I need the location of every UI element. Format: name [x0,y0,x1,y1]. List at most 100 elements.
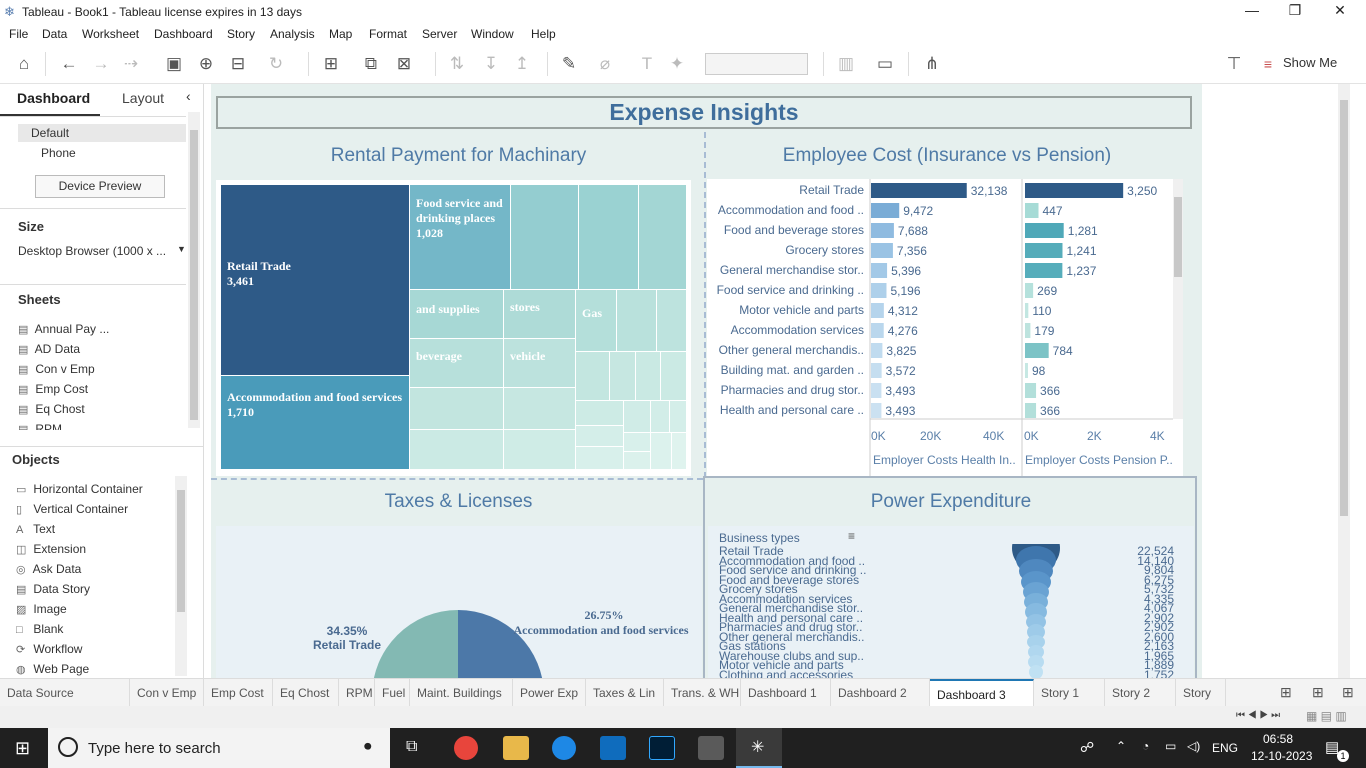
sheet-tab[interactable]: Dashboard 1 [741,679,831,707]
treemap-block[interactable] [409,429,504,470]
treemap-block[interactable]: stores [503,289,576,339]
fit-dropdown[interactable] [705,53,808,75]
sheet-tab[interactable]: Maint. Buildings [410,679,513,707]
new-worksheet-icon[interactable]: ⊞ [323,54,339,73]
sheet-tab[interactable]: Fuel [375,679,410,707]
sheet-tab[interactable]: Trans. & WH [664,679,741,707]
photoshop-icon[interactable] [649,736,675,760]
mail-icon[interactable] [600,736,626,760]
power-row-label[interactable]: Motor vehicle and parts [719,658,844,672]
bar[interactable] [871,223,894,238]
object-item[interactable]: ▨ Image [16,602,67,616]
bar[interactable] [871,363,882,378]
bar[interactable] [871,203,900,218]
clock-date[interactable]: 12-10-2023 [1251,749,1313,763]
language-indicator[interactable]: ENG [1212,741,1239,755]
sheet-tab[interactable]: Dashboard 3 [930,679,1034,707]
treemap-block[interactable] [503,387,576,430]
redo-icon[interactable]: → [92,54,110,73]
object-item[interactable]: ▯ Vertical Container [16,502,129,516]
menu-format[interactable]: Format [369,27,408,41]
presentation-mode-icon[interactable]: ▭ [876,54,894,73]
tab-layout[interactable]: Layout [122,90,165,106]
sheets-scrollbar[interactable] [188,112,200,428]
treemap-block-food-service[interactable]: Food service and drinking places 1,028 [409,184,511,290]
chart-scrollbar[interactable] [1173,179,1183,419]
sheet-tab[interactable]: Taxes & Lin [586,679,664,707]
bar[interactable] [871,343,883,358]
sort-icon[interactable]: ≡ [848,529,856,543]
device-phone[interactable]: Phone [41,146,76,160]
bar[interactable] [1025,243,1063,258]
menu-window[interactable]: Window [471,27,514,41]
bar[interactable] [1025,223,1064,238]
rental-treemap[interactable]: Retail Trade 3,461 Accommodation and food… [216,180,691,476]
replay-icon[interactable]: ⇢ [123,54,139,73]
size-dropdown[interactable]: Desktop Browser (1000 x ... [18,244,167,258]
show-me-button[interactable]: Show Me [1283,55,1338,70]
treemap-block[interactable] [660,351,687,401]
object-item[interactable]: ⟳ Workflow [16,642,83,656]
close-icon[interactable]: ✕ [1334,2,1346,18]
object-item[interactable]: ◫ Extension [16,542,87,556]
object-item[interactable]: ◍ Web Page [16,662,90,676]
sheet-tab[interactable]: Power Exp [513,679,586,707]
notification-icon[interactable]: ▤ [1325,739,1340,756]
new-data-source-icon[interactable]: ⊕ [198,54,214,73]
power-row-label[interactable]: General merchandise stor.. [719,601,864,615]
sheet-tab[interactable]: Eq Chost [273,679,339,707]
microphone-icon[interactable]: ⏺ [364,738,372,755]
treemap-block-accommodation[interactable]: Accommodation and food services 1,710 [220,375,410,470]
treemap-block-retail-trade[interactable]: Retail Trade 3,461 [220,184,410,376]
save-icon[interactable]: ▣ [165,54,183,73]
bar[interactable] [1025,363,1028,378]
bar[interactable] [871,323,884,338]
bar[interactable] [871,243,893,258]
device-default[interactable]: Default [31,126,70,140]
new-worksheet-tab-icon[interactable]: ⊞ [1280,684,1292,700]
treemap-block[interactable]: beverage [409,338,504,388]
power-row-label[interactable]: Accommodation services [719,591,853,606]
new-story-tab-icon[interactable]: ⊞ [1342,684,1354,700]
power-row-label[interactable]: Accommodation and food .. [719,553,866,568]
chevron-down-icon[interactable]: ▼ [177,244,186,254]
sheet-item[interactable]: ▤ Eq Chost [18,402,85,416]
home-icon[interactable]: ⌂ [18,54,30,73]
sheet-tab[interactable]: Emp Cost [204,679,273,707]
treemap-block[interactable] [609,351,636,401]
format-painter-icon[interactable]: ⊤ [1226,54,1242,73]
sort-descending-icon[interactable]: ↥ [514,54,530,73]
device-preview-button[interactable]: Device Preview [35,175,165,198]
menu-dashboard[interactable]: Dashboard [154,27,213,41]
power-row-label[interactable]: Clothing and accessories [719,667,854,679]
edge-icon[interactable] [552,736,576,760]
treemap-block[interactable] [623,400,651,433]
sheet-tab[interactable]: Dashboard 2 [831,679,930,707]
bar[interactable] [871,263,888,278]
treemap-block[interactable] [650,432,672,470]
bar[interactable] [1025,403,1037,418]
treemap-block[interactable] [503,429,576,470]
menu-worksheet[interactable]: Worksheet [82,27,140,41]
share-icon[interactable]: ⋔ [924,54,940,73]
bar[interactable] [1025,183,1124,198]
power-row-label[interactable]: Health and personal care .. [719,610,864,625]
refresh-icon[interactable]: ↻ [268,54,284,73]
swap-icon[interactable]: ⇅ [449,54,465,73]
pause-updates-icon[interactable]: ⊟ [230,54,246,73]
taxes-pie-chart[interactable]: 34.35% Retail Trade 26.75% Accommodation… [216,526,702,678]
power-row-label[interactable]: Warehouse clubs and sup.. [719,648,864,663]
bar[interactable] [871,403,882,418]
menu-story[interactable]: Story [227,27,256,41]
bar[interactable] [1025,303,1029,318]
treemap-block[interactable] [575,351,610,401]
windows-start-icon[interactable]: ⊞ [15,738,31,758]
treemap-block[interactable] [510,184,579,290]
bar[interactable] [1025,323,1031,338]
tableau-taskbar-icon[interactable]: ✳ [736,728,782,768]
treemap-block[interactable] [669,400,687,433]
sheet-tab[interactable]: RPM [339,679,375,707]
sheet-tab[interactable]: Story [1176,679,1226,707]
pie-slice-retail-trade[interactable] [372,610,458,678]
sheet-item[interactable]: ▤ Con v Emp [18,362,95,376]
